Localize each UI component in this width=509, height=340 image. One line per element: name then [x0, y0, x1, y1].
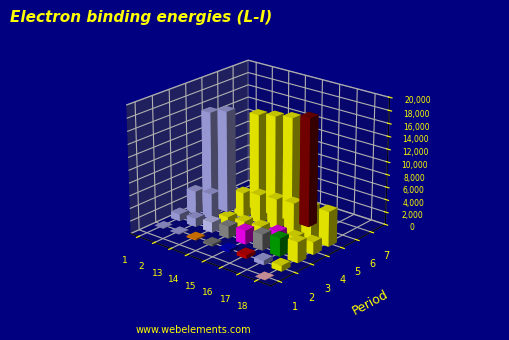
Text: www.webelements.com: www.webelements.com [136, 325, 251, 335]
Y-axis label: Period: Period [350, 288, 390, 318]
Text: Electron binding energies (L-I): Electron binding energies (L-I) [10, 10, 272, 25]
